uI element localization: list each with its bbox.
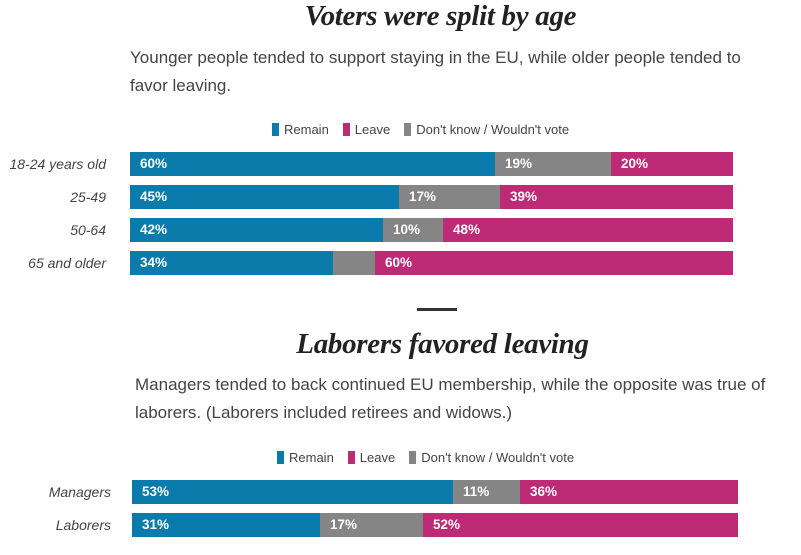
row-label: Managers	[48, 484, 111, 500]
chart-title-occupation: Laborers favored leaving	[296, 328, 589, 360]
bar-segment-leave: 48%	[443, 218, 733, 242]
row-label: 25-49	[70, 189, 106, 205]
legend-item-leave: Leave	[342, 122, 391, 137]
bar-segment-dontknow: 17%	[320, 513, 423, 537]
legend-item-dontknow: Don't know / Wouldn't vote	[409, 450, 574, 465]
legend-label-leave: Leave	[359, 450, 396, 465]
legend-swatch-leave	[347, 451, 355, 464]
data-label: 11%	[463, 484, 490, 499]
stacked-bar: 60% 19% 20%	[130, 152, 733, 176]
data-label: 19%	[505, 156, 533, 171]
data-label: 20%	[621, 156, 649, 171]
bar-segment-remain: 31%	[132, 513, 320, 537]
stacked-bar: 31% 17% 52%	[132, 513, 738, 537]
chart-subtitle-age: Younger people tended to support staying…	[130, 48, 741, 95]
legend-swatch-remain	[272, 123, 279, 136]
bar-segment-remain: 53%	[132, 480, 453, 504]
legend-label-remain: Remain	[284, 122, 329, 137]
bar-segment-remain: 34%	[130, 251, 333, 275]
legend-swatch-leave	[342, 123, 350, 136]
data-label: 39%	[510, 189, 538, 204]
bar-segment-leave: 20%	[611, 152, 733, 176]
legend-occupation: Remain Leave Don't know / Wouldn't vote	[277, 450, 588, 465]
stacked-bar: 42% 10% 48%	[130, 218, 733, 242]
legend-swatch-dontknow	[404, 123, 412, 136]
bar-segment-leave: 39%	[500, 185, 733, 209]
data-label: 48%	[453, 222, 481, 237]
legend-label-leave: Leave	[354, 122, 391, 137]
bar-segment-leave: 60%	[375, 251, 733, 275]
data-label: 42%	[140, 222, 168, 237]
bar-segment-remain: 60%	[130, 152, 495, 176]
data-label: 17%	[330, 517, 358, 532]
bar-segment-dontknow	[333, 251, 375, 275]
bar-segment-dontknow: 17%	[399, 185, 500, 209]
data-label: 60%	[385, 255, 413, 270]
bar-segment-dontknow: 11%	[453, 480, 520, 504]
data-label: 10%	[393, 222, 421, 237]
row-label: 65 and older	[28, 255, 106, 271]
data-label: 60%	[140, 156, 168, 171]
row-label: Laborers	[55, 517, 111, 533]
data-label: 36%	[530, 484, 558, 499]
legend-swatch-remain	[277, 451, 284, 464]
legend-label-remain: Remain	[289, 450, 334, 465]
stacked-bar: 45% 17% 39%	[130, 185, 733, 209]
stacked-bar: 34% 60%	[130, 251, 733, 275]
legend-label-dontknow: Don't know / Wouldn't vote	[421, 450, 575, 465]
bar-segment-remain: 42%	[130, 218, 383, 242]
bar-segment-dontknow: 10%	[383, 218, 443, 242]
legend-label-dontknow: Don't know / Wouldn't vote	[416, 122, 570, 137]
data-label: 31%	[142, 517, 170, 532]
row-label: 18-24 years old	[9, 156, 106, 172]
legend-item-dontknow: Don't know / Wouldn't vote	[404, 122, 569, 137]
legend-item-remain: Remain	[277, 450, 334, 465]
data-label: 52%	[433, 517, 461, 532]
legend-age: Remain Leave Don't know / Wouldn't vote	[272, 122, 583, 137]
bar-segment-leave: 36%	[520, 480, 738, 504]
chart-title-age: Voters were split by age	[304, 0, 577, 32]
section-divider	[417, 308, 457, 311]
legend-swatch-dontknow	[409, 451, 417, 464]
bar-segment-dontknow: 19%	[495, 152, 611, 176]
data-label: 45%	[140, 189, 168, 204]
data-label: 34%	[140, 255, 168, 270]
data-label: 17%	[409, 189, 437, 204]
chart-subtitle-occupation: Managers tended to back continued EU mem…	[135, 375, 766, 422]
row-label: 50-64	[70, 222, 106, 238]
data-label: 53%	[142, 484, 170, 499]
legend-item-remain: Remain	[272, 122, 329, 137]
stacked-bar: 53% 11% 36%	[132, 480, 738, 504]
legend-item-leave: Leave	[347, 450, 396, 465]
bar-segment-remain: 45%	[130, 185, 399, 209]
bar-segment-leave: 52%	[423, 513, 738, 537]
